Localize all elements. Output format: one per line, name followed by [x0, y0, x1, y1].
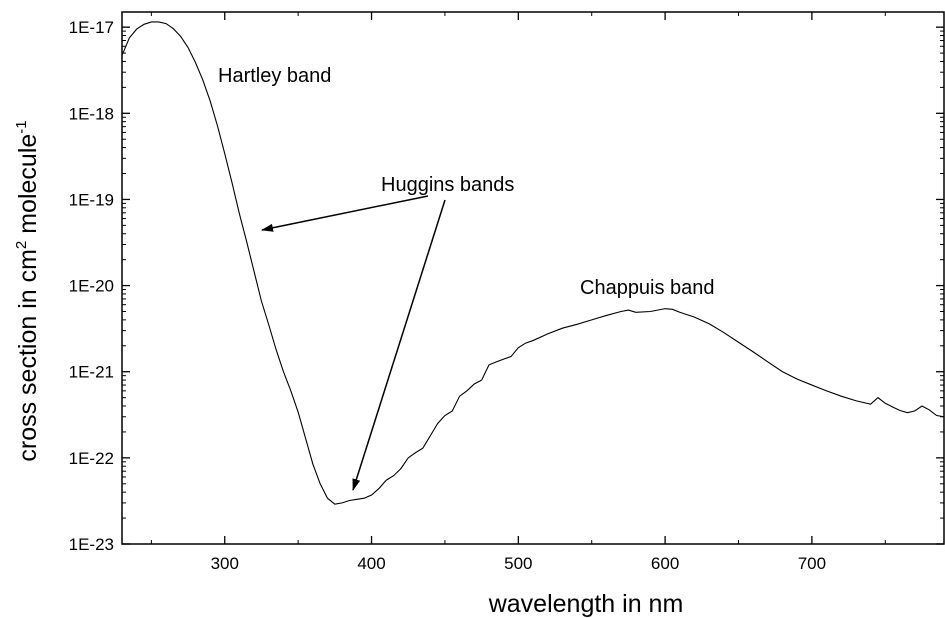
x-tick-label: 300: [211, 554, 239, 573]
huggins-arrow-2: [352, 199, 446, 491]
plot-area-border: [121, 11, 945, 545]
x-tick-label: 400: [357, 554, 385, 573]
y-tick-label: 1E-18: [69, 104, 114, 123]
y-tick-labels: 1E-17 1E-18 1E-19 1E-20 1E-21 1E-22 1E-23: [69, 18, 114, 554]
x-tick-label: 700: [798, 554, 826, 573]
x-tick-labels: 300 400 500 600 700: [211, 554, 827, 573]
annotation-hartley: Hartley band: [218, 65, 331, 87]
annotation-huggins: Huggins bands: [381, 174, 514, 196]
y-axis-title-sup1: 2: [13, 241, 30, 249]
y-tick-label: 1E-22: [69, 449, 114, 468]
y-axis-title-main: cross section in cm: [14, 249, 42, 462]
x-axis-title: wavelength in nm: [488, 590, 684, 618]
huggins-arrow-1: [261, 195, 429, 232]
annotation-chappuis: Chappuis band: [580, 277, 715, 299]
y-tick-label: 1E-21: [69, 363, 114, 382]
y-axis-title: cross section in cm2 molecule-1: [13, 120, 42, 461]
y-tick-label: 1E-23: [69, 535, 114, 554]
y-axis-title-mid: molecule: [14, 134, 42, 241]
x-tick-label: 600: [651, 554, 679, 573]
plot-frame: [121, 11, 945, 545]
y-tick-label: 1E-19: [69, 190, 114, 209]
y-axis-title-sup2: -1: [13, 120, 30, 133]
y-tick-label: 1E-17: [69, 18, 114, 37]
x-tick-label: 500: [504, 554, 532, 573]
series-line: [121, 21, 945, 505]
axis-ticks: [122, 12, 944, 545]
y-tick-label: 1E-20: [69, 277, 114, 296]
